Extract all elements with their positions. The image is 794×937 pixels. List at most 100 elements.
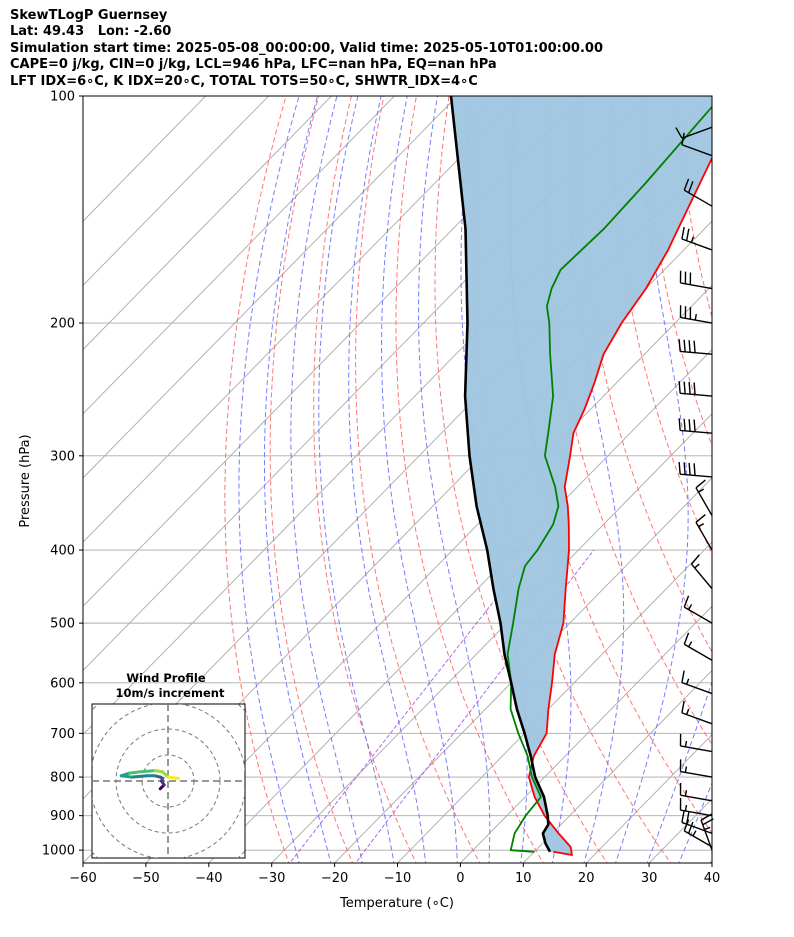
wind-barb-flag	[681, 700, 685, 714]
wind-barb-flag	[683, 462, 686, 475]
wind-barb-staff	[683, 606, 713, 624]
dry-adiabat	[709, 96, 712, 127]
isotherm-line	[83, 96, 270, 287]
chart-header: SkewTLogP Guernsey Lat: 49.43 Lon: -2.60 S…	[10, 8, 603, 90]
wind-barb-flag	[693, 419, 696, 432]
isotherm-line	[459, 605, 712, 863]
wind-barb	[683, 819, 713, 848]
y-tick-label: 300	[50, 449, 75, 464]
wind-barb-flag	[687, 821, 694, 834]
x-tick-label: −60	[69, 871, 96, 886]
wind-barb-flag	[685, 228, 690, 241]
isotherm-line	[83, 96, 333, 351]
dry-adiabat	[775, 96, 794, 866]
wind-barb	[700, 813, 714, 851]
moist-adiabat	[569, 96, 625, 863]
wind-barb	[675, 126, 713, 139]
moist-adiabat	[381, 96, 458, 863]
wind-barb-staff	[681, 126, 713, 139]
header-location: Lat: 49.43 Lon: -2.60	[10, 24, 172, 40]
wind-barb-flag	[681, 670, 685, 683]
wind-barb	[681, 132, 713, 157]
wind-barb	[678, 339, 713, 355]
x-tick-label: 10	[515, 871, 532, 886]
x-tick-label: −40	[195, 871, 222, 886]
hodograph-segment	[130, 774, 149, 779]
header-indices: LFT IDX=6∘C, K IDX=20∘C, TOTAL TOTS=50∘C…	[10, 73, 478, 89]
wind-barb	[678, 418, 713, 434]
moist-adiabat	[709, 858, 712, 863]
moist-adiabat	[646, 680, 712, 863]
hodograph-content	[92, 704, 245, 858]
wind-barb-halfflag	[685, 678, 690, 685]
x-tick-label: −20	[321, 871, 348, 886]
dry-adiabat	[224, 96, 290, 863]
isotherm-line	[757, 62, 794, 882]
y-tick-label: 200	[50, 317, 75, 332]
wind-barb-halfflag	[688, 604, 693, 610]
wind-barb-halfflag	[690, 236, 695, 243]
wind-barb	[678, 381, 713, 397]
wind-barb-staff	[680, 392, 713, 397]
wind-barb-flag	[690, 554, 700, 565]
wind-barb	[679, 270, 713, 290]
wind-barb-halfflag	[694, 563, 700, 569]
wind-barb-halfflag	[684, 766, 688, 773]
mixing-ratio-line	[289, 549, 535, 863]
wind-barb-staff	[680, 794, 713, 802]
moist-adiabat	[290, 96, 363, 863]
wind-barb	[695, 514, 713, 551]
dry-adiabat	[676, 96, 712, 319]
wind-barb	[681, 700, 713, 725]
isotherm-line	[271, 413, 712, 863]
wind-barb-flag	[683, 632, 690, 645]
wind-barb-staff	[680, 809, 713, 817]
wind-barb-staff	[680, 282, 713, 290]
header-cape-cin: CAPE=0 j/kg, CIN=0 j/kg, LCL=946 hPa, LF…	[10, 57, 497, 73]
moist-adiabat	[238, 96, 300, 863]
isotherm-line	[711, 862, 712, 863]
hodograph-subtitle: 10m/s increment	[116, 686, 225, 700]
isotherm-line	[585, 734, 712, 863]
wind-barb	[679, 759, 713, 778]
wind-barb-staff	[683, 830, 713, 848]
wind-barb-flag	[683, 178, 690, 191]
x-tick-label: −50	[132, 871, 159, 886]
wind-barb-flag	[693, 382, 696, 395]
isotherm-line	[83, 96, 521, 543]
dry-adiabat	[355, 96, 481, 863]
dry-adiabat	[578, 96, 712, 654]
wind-barb-flag	[681, 810, 685, 823]
y-tick-label: 1000	[42, 844, 75, 859]
wind-barb-flag	[693, 463, 696, 476]
wind-barb-flag	[688, 340, 691, 353]
wind-barb-staff	[683, 189, 713, 207]
y-tick-label: 400	[50, 544, 75, 559]
wind-barb-staff	[681, 144, 713, 157]
x-tick-label: −30	[258, 871, 285, 886]
wind-barb	[681, 670, 713, 695]
y-axis-label: Pressure (hPa)	[18, 434, 33, 527]
wind-barb-flag	[688, 382, 691, 395]
wind-barb-flag	[693, 340, 696, 353]
y-tick-label: 500	[50, 617, 75, 632]
header-title: SkewTLogP Guernsey	[10, 8, 168, 23]
wind-barb-staff	[681, 681, 713, 695]
wind-barb	[683, 178, 713, 207]
wind-barb-staff	[680, 429, 713, 434]
wind-barb-halfflag	[684, 740, 688, 747]
dry-adiabat	[611, 96, 712, 555]
y-tick-label: 700	[50, 727, 75, 742]
hodograph-segment	[127, 770, 141, 775]
wind-barb-flag	[678, 339, 681, 352]
wind-barb-halfflag	[684, 790, 688, 797]
moist-adiabat	[264, 96, 332, 863]
wind-barb-flag	[678, 418, 681, 431]
wind-barb	[695, 479, 713, 516]
wind-barb-flag	[700, 813, 712, 821]
wind-barb-halfflag	[692, 830, 697, 837]
wind-barb	[679, 733, 713, 753]
hodograph-title: Wind Profile	[126, 671, 206, 685]
isotherm-line	[208, 348, 712, 863]
